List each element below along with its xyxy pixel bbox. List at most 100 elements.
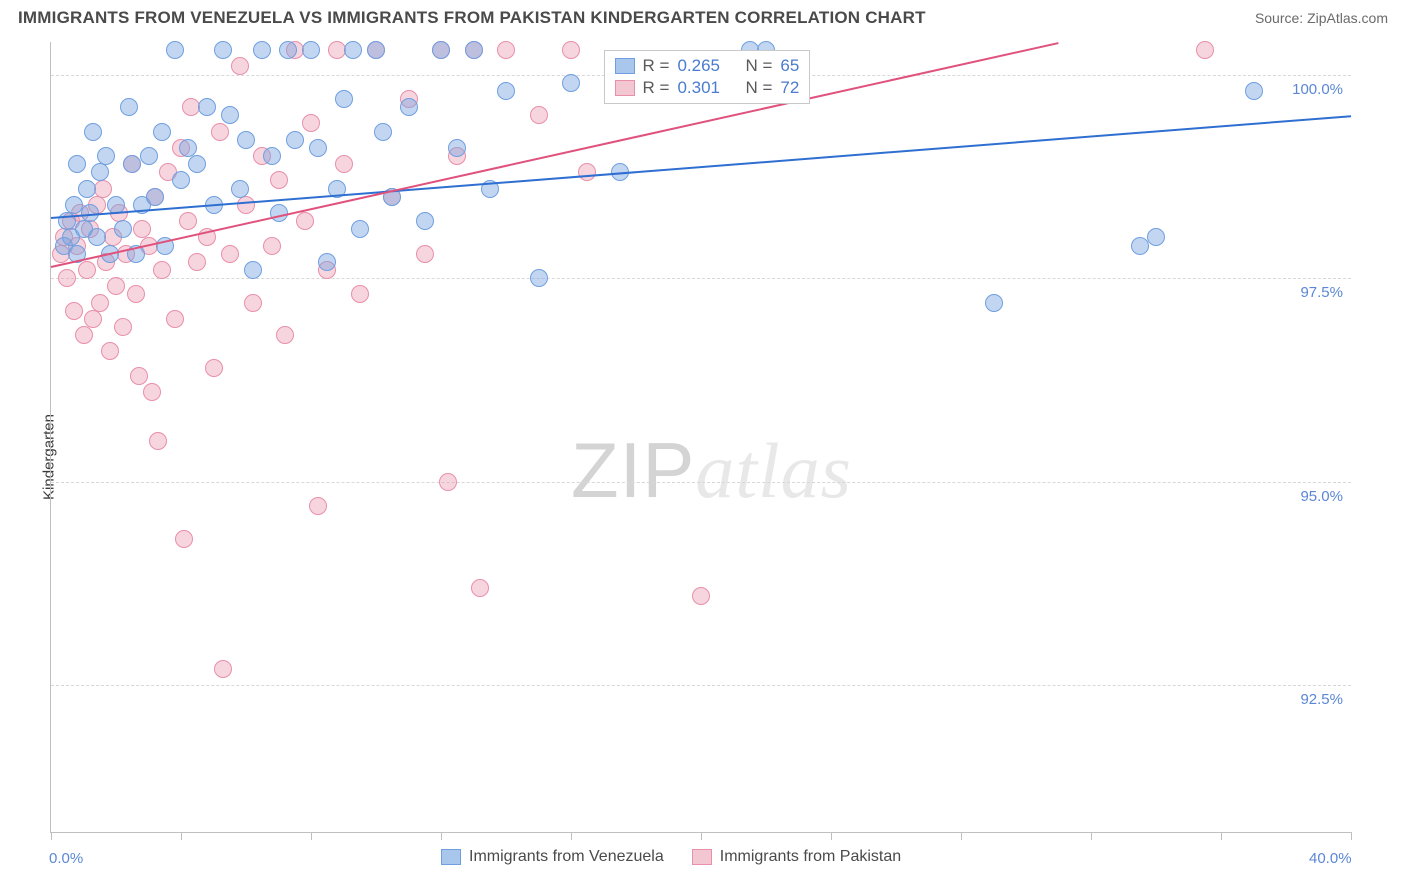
data-point-pakistan [149,432,167,450]
legend-R-value: 0.301 [677,78,720,98]
data-point-venezuela [253,41,271,59]
data-point-venezuela [114,220,132,238]
legend-row-venezuela: R =0.265 N =65 [615,55,800,77]
data-point-pakistan [562,41,580,59]
data-point-venezuela [198,98,216,116]
title-bar: IMMIGRANTS FROM VENEZUELA VS IMMIGRANTS … [0,0,1406,32]
data-point-venezuela [172,171,190,189]
data-point-venezuela [1245,82,1263,100]
data-point-venezuela [400,98,418,116]
x-tick [831,832,832,840]
data-point-venezuela [153,123,171,141]
data-point-pakistan [130,367,148,385]
x-tick [51,832,52,840]
x-tick [1351,832,1352,840]
legend-series: Immigrants from Venezuela Immigrants from… [441,848,901,866]
data-point-pakistan [497,41,515,59]
data-point-pakistan [175,530,193,548]
legend-R-label: R = [643,78,670,98]
legend-item-venezuela: Immigrants from Venezuela [441,848,664,866]
data-point-pakistan [530,106,548,124]
data-point-pakistan [296,212,314,230]
legend-row-pakistan: R =0.301 N =72 [615,77,800,99]
data-point-pakistan [471,579,489,597]
data-point-venezuela [465,41,483,59]
x-tick [441,832,442,840]
data-point-venezuela [497,82,515,100]
data-point-pakistan [270,171,288,189]
data-point-venezuela [188,155,206,173]
x-tick [311,832,312,840]
data-point-venezuela [530,269,548,287]
data-point-pakistan [91,294,109,312]
x-tick [1221,832,1222,840]
x-tick [181,832,182,840]
data-point-venezuela [68,155,86,173]
data-point-pakistan [94,180,112,198]
gridline [51,685,1351,686]
gridline [51,278,1351,279]
data-point-venezuela [179,139,197,157]
data-point-pakistan [231,57,249,75]
data-point-pakistan [237,196,255,214]
data-point-venezuela [432,41,450,59]
y-tick-label: 100.0% [1292,81,1343,98]
legend-series-label: Immigrants from Venezuela [469,848,664,866]
watermark-zip: ZIP [571,426,695,514]
data-point-pakistan [188,253,206,271]
y-tick-label: 97.5% [1300,284,1343,301]
data-point-pakistan [114,318,132,336]
data-point-venezuela [140,147,158,165]
data-point-pakistan [221,245,239,263]
data-point-pakistan [78,261,96,279]
data-point-pakistan [65,302,83,320]
data-point-pakistan [58,269,76,287]
gridline [51,482,1351,483]
data-point-venezuela [318,253,336,271]
data-point-venezuela [309,139,327,157]
data-point-venezuela [231,180,249,198]
legend-N-value: 65 [780,56,799,76]
data-point-venezuela [221,106,239,124]
data-point-venezuela [374,123,392,141]
legend-N-value: 72 [780,78,799,98]
legend-series-label: Immigrants from Pakistan [720,848,901,866]
x-tick-label: 40.0% [1309,850,1352,867]
x-tick [571,832,572,840]
data-point-venezuela [88,228,106,246]
data-point-venezuela [1147,228,1165,246]
data-point-venezuela [279,41,297,59]
data-point-pakistan [309,497,327,515]
data-point-venezuela [448,139,466,157]
data-point-venezuela [120,98,138,116]
chart-title: IMMIGRANTS FROM VENEZUELA VS IMMIGRANTS … [18,8,926,28]
data-point-venezuela [367,41,385,59]
legend-R-value: 0.265 [677,56,720,76]
data-point-pakistan [127,285,145,303]
data-point-venezuela [214,41,232,59]
chart-area: Kindergarten ZIPatlas 92.5%95.0%97.5%100… [0,32,1406,882]
data-point-venezuela [302,41,320,59]
legend-N-label: N = [745,56,772,76]
data-point-venezuela [237,131,255,149]
data-point-pakistan [101,342,119,360]
data-point-venezuela [97,147,115,165]
data-point-venezuela [123,155,141,173]
data-point-venezuela [166,41,184,59]
data-point-venezuela [1131,237,1149,255]
data-point-venezuela [84,123,102,141]
data-point-pakistan [263,237,281,255]
data-point-venezuela [562,74,580,92]
data-point-pakistan [351,285,369,303]
data-point-pakistan [335,155,353,173]
x-tick-label: 0.0% [49,850,83,867]
data-point-venezuela [263,147,281,165]
watermark-atlas: atlas [695,427,852,514]
data-point-pakistan [276,326,294,344]
data-point-venezuela [416,212,434,230]
legend-item-pakistan: Immigrants from Pakistan [692,848,901,866]
data-point-pakistan [692,587,710,605]
x-tick [1091,832,1092,840]
legend-swatch [615,58,635,74]
data-point-pakistan [166,310,184,328]
